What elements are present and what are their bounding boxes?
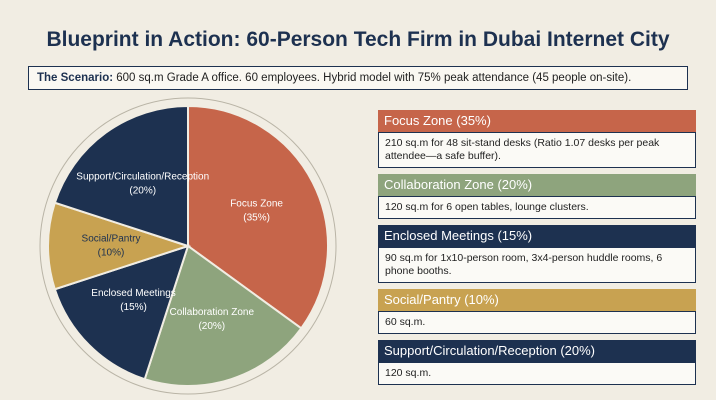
zone-card: Enclosed Meetings (15%) 90 sq.m for 1x10-… [378,225,696,283]
slice-value-label: (35%) [243,213,270,224]
pie-slice [47,201,192,291]
zone-cards: Focus Zone (35%) 210 sq.m for 48 sit-stan… [378,110,696,391]
slice-value-label: (20%) [129,185,156,196]
pie-slice [53,104,189,248]
zone-title: Support/Circulation/Reception (20%) [378,340,696,362]
scenario-text: 600 sq.m Grade A office. 60 employees. H… [116,72,632,84]
zone-text: 60 sq.m. [378,311,696,334]
slice-value-label: (20%) [198,321,225,332]
zone-text: 120 sq.m for 6 open tables, lounge clust… [378,196,696,219]
zone-card: Focus Zone (35%) 210 sq.m for 48 sit-stan… [378,110,696,168]
slice-label: Enclosed Meetings [91,288,176,299]
slice-value-label: (15%) [120,302,147,313]
title: Blueprint in Action: 60-Person Tech Firm… [46,28,670,51]
zone-title: Social/Pantry (10%) [378,289,696,311]
slice-label: Focus Zone [230,199,283,210]
zone-text: 90 sq.m for 1x10-person room, 3x4-person… [378,247,696,283]
zone-card: Social/Pantry (10%) 60 sq.m. [378,289,696,334]
slice-label: Social/Pantry [82,234,141,245]
scenario-label: The Scenario: [37,72,114,84]
scenario: The Scenario: 600 sq.m Grade A office. 6… [28,66,688,90]
zone-title: Collaboration Zone (20%) [378,174,696,196]
outer-ring [39,97,337,395]
zone-card: Collaboration Zone (20%) 120 sq.m for 6 o… [378,174,696,219]
pie-chart: Focus Zone (35%) Collaboration Zone (20%) En… [39,97,337,395]
pie-slice [187,104,329,330]
zone-title: Enclosed Meetings (15%) [378,225,696,247]
zone-text: 120 sq.m. [378,362,696,385]
slice-value-label: (10%) [98,248,125,259]
zone-title: Focus Zone (35%) [378,110,696,132]
zone-card: Support/Circulation/Reception (20%) 120 s… [378,340,696,385]
slice-label: Collaboration Zone [170,307,255,318]
pie-slice [143,244,303,387]
zone-text: 210 sq.m for 48 sit-stand desks (Ratio 1… [378,132,696,168]
slice-label: Support/Circulation/Reception [76,171,209,182]
